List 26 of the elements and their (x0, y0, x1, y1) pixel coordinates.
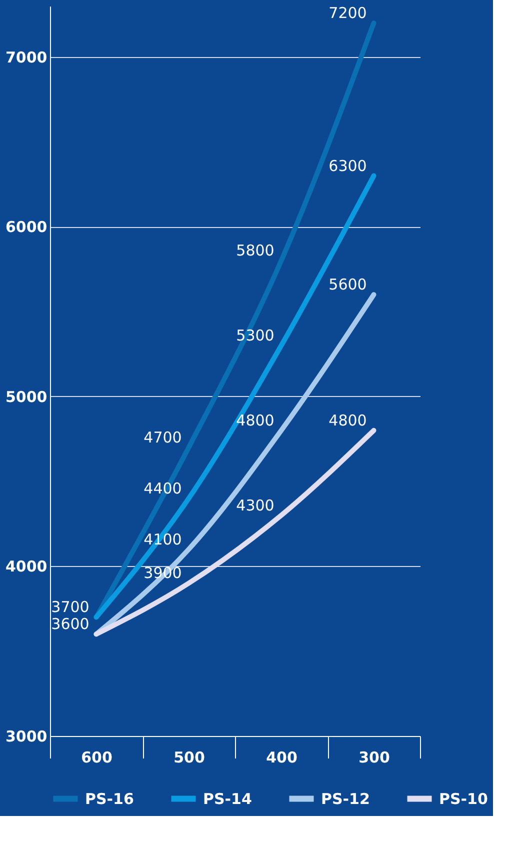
data-label: 4300 (236, 496, 274, 514)
x-tick-label: 300 (358, 748, 390, 766)
data-label: 5300 (236, 326, 274, 345)
x-tick-label: 400 (266, 748, 298, 766)
y-tick-label: 3000 (6, 728, 48, 746)
data-label: 3600 (51, 615, 90, 634)
data-label: 6300 (328, 156, 367, 175)
data-label: 5800 (236, 242, 274, 260)
data-label: 4800 (328, 411, 367, 430)
y-tick-label: 5000 (6, 388, 48, 406)
data-label: 3700 (51, 598, 90, 616)
data-label: 4700 (144, 428, 182, 446)
x-tick-label: 500 (174, 748, 205, 766)
data-label: 5600 (328, 276, 367, 294)
legend-label: PS-14 (203, 790, 252, 808)
data-label: 4100 (144, 530, 182, 548)
y-tick-label: 7000 (6, 48, 48, 66)
data-label: 4400 (144, 479, 182, 498)
data-label: 4800 (236, 411, 274, 430)
data-label: 7200 (328, 4, 367, 22)
legend-label: PS-12 (321, 790, 370, 808)
legend-label: PS-16 (85, 790, 134, 808)
legend-label: PS-10 (439, 790, 488, 808)
x-tick-label: 600 (81, 748, 112, 766)
y-tick-label: 4000 (6, 558, 48, 576)
y-tick-label: 6000 (6, 218, 48, 236)
